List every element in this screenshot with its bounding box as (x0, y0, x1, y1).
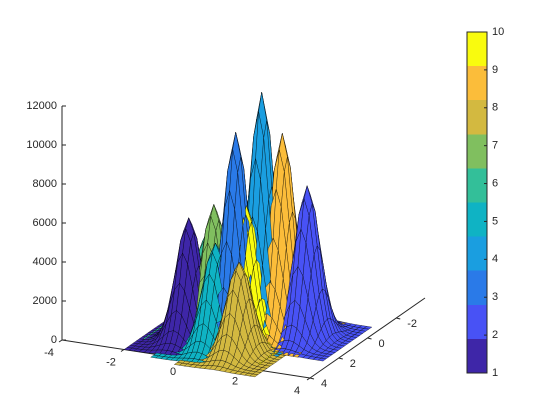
colorbar-tick-label: 7 (492, 140, 498, 152)
z-tick-label: 0 (51, 334, 57, 346)
x-tick-label: 0 (170, 366, 176, 378)
colorbar-tick-label: 8 (492, 102, 498, 114)
z-tick-label: 4000 (33, 256, 57, 268)
colorbar-tick-label: 4 (492, 253, 498, 265)
z-tick-label: 6000 (33, 217, 57, 229)
colorbar-tick-label: 2 (492, 329, 498, 341)
x-tick-label: -4 (44, 347, 54, 359)
z-tick-label: 2000 (33, 295, 57, 307)
colorbar-tick-label: 10 (492, 26, 504, 38)
surface-face (249, 373, 259, 378)
z-tick-label: 12000 (26, 100, 57, 112)
y-tick-label: 4 (321, 378, 327, 390)
y-tick-label: 0 (379, 338, 385, 350)
x-tick-label: 4 (294, 385, 300, 397)
y-tick (309, 377, 315, 380)
colorbar-tick-label: 9 (492, 64, 498, 76)
x-tick (120, 349, 125, 352)
surface-face (317, 357, 327, 362)
y-tick (367, 337, 372, 340)
colorbar-tick-label: 5 (492, 215, 498, 227)
x-tick-label: -2 (106, 356, 116, 368)
x-tick (58, 339, 63, 343)
z-tick-label: 10000 (26, 139, 57, 151)
y-tick-label: -2 (407, 318, 417, 330)
x-tick-label: 2 (232, 375, 238, 387)
colorbar-tick-label: 3 (492, 291, 498, 303)
y-tick (338, 357, 343, 360)
colorbar-tick-label: 6 (492, 177, 498, 189)
x-tick (306, 377, 311, 381)
colorbar (466, 31, 488, 374)
z-tick-label: 8000 (33, 178, 57, 190)
y-tick (396, 317, 401, 320)
colorbar-tick-label: 1 (492, 367, 498, 379)
y-tick-label: 2 (350, 358, 356, 370)
